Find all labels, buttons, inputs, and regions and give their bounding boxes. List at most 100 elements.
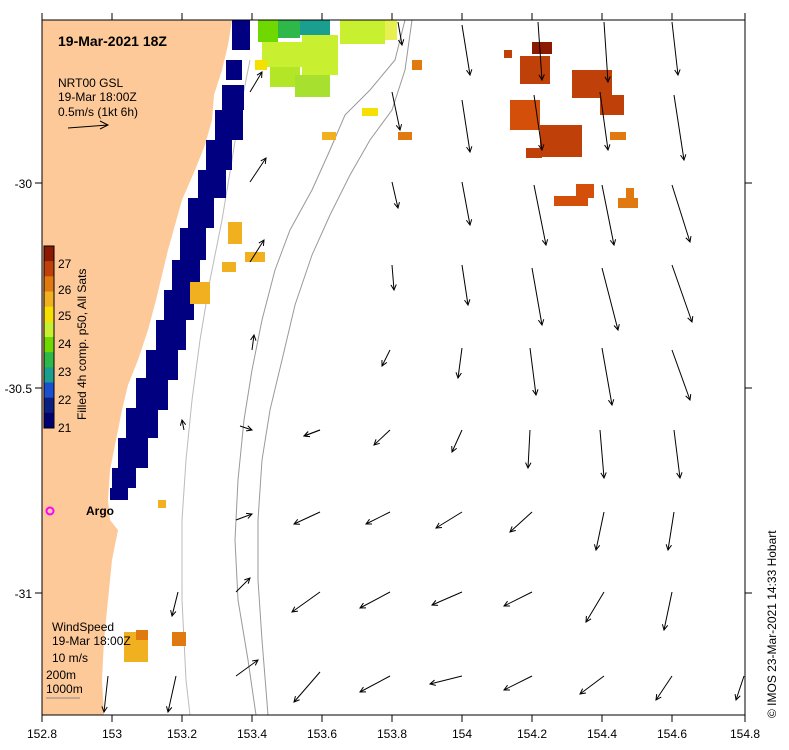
current-arrow xyxy=(503,675,533,691)
bathymetry-200m xyxy=(234,19,406,716)
current-arrow xyxy=(249,157,267,183)
current-arrow-head xyxy=(373,439,380,446)
colorbar-segment xyxy=(44,352,54,368)
colorbar-segment xyxy=(44,291,54,308)
wind-legend-time: 19-Mar 18:00Z xyxy=(52,634,131,648)
colorbar-tick-22: 22 xyxy=(58,393,72,407)
current-arrow-head xyxy=(525,462,532,470)
current-arrow xyxy=(181,419,185,431)
current-arrow xyxy=(293,671,321,703)
x-tick-label: 153.8 xyxy=(377,727,407,741)
colorbar-segment xyxy=(44,397,54,414)
current-arrow-head xyxy=(466,69,473,77)
x-tick-label: 153.6 xyxy=(307,727,337,741)
sst-mid-cells xyxy=(255,20,397,97)
current-arrow xyxy=(461,264,469,306)
current-arrow xyxy=(249,71,263,93)
colorbar-tick-24: 24 xyxy=(58,337,72,351)
current-arrow xyxy=(167,675,177,713)
sst-cold-cells xyxy=(110,20,250,500)
current-arrow-head xyxy=(430,600,439,606)
current-arrow-head xyxy=(609,239,617,247)
colorbar-tick-27: 27 xyxy=(58,257,72,271)
wind-legend-speed: 10 m/s xyxy=(52,651,88,665)
current-arrow xyxy=(461,24,471,76)
current-arrow-head xyxy=(680,154,687,162)
current-arrow xyxy=(391,264,395,291)
imos-credit: © IMOS 23-Mar-2021 14:33 Hobart xyxy=(765,530,779,718)
wind-legend-200m: 200m xyxy=(46,668,76,682)
colorbar-segment xyxy=(44,261,54,277)
current-arrow xyxy=(601,184,615,246)
current-arrow-head xyxy=(687,315,694,324)
x-tick-label: 154.4 xyxy=(587,727,617,741)
y-axis-labels: -30 -30.5 -31 xyxy=(5,177,33,601)
colorbar-tick-26: 26 xyxy=(58,283,72,297)
x-tick-label: 153.4 xyxy=(237,727,267,741)
colorbar-segment xyxy=(44,276,54,292)
current-arrow xyxy=(303,429,321,437)
current-arrow-head xyxy=(607,399,615,407)
current-arrow-head xyxy=(538,144,545,152)
argo-float-marker[interactable] xyxy=(45,506,55,516)
current-arrow-head xyxy=(256,71,263,79)
current-arrow-head xyxy=(685,393,692,402)
current-arrow-head xyxy=(509,526,516,533)
current-arrow xyxy=(671,184,691,243)
current-arrow xyxy=(429,675,463,685)
current-arrow xyxy=(595,511,605,551)
current-arrow xyxy=(171,591,179,617)
current-arrow-head xyxy=(258,239,265,247)
current-arrow xyxy=(527,429,531,469)
current-arrow-head xyxy=(244,577,251,584)
current-arrow-head xyxy=(585,615,592,623)
current-arrow xyxy=(103,675,109,713)
current-arrow xyxy=(603,21,609,83)
current-arrow xyxy=(381,349,391,367)
current-arrow-head xyxy=(170,610,177,618)
current-arrow xyxy=(397,21,403,46)
current-arrow-head xyxy=(245,512,254,519)
current-arrow-head xyxy=(302,431,311,438)
current-arrow xyxy=(601,267,619,331)
land-mass xyxy=(42,20,232,715)
current-legend-scale: 0.5m/s (1kt 6h) xyxy=(58,105,138,119)
current-arrow xyxy=(451,429,463,453)
current-arrow-head xyxy=(245,425,254,432)
current-arrow-head xyxy=(435,522,443,529)
colorbar: 27 26 25 24 23 22 21 Filled 4h comp. p50… xyxy=(43,245,89,435)
current-arrow-head xyxy=(465,219,473,227)
current-arrow xyxy=(457,347,463,379)
current-arrow-head xyxy=(674,69,681,77)
current-arrow-head xyxy=(665,544,672,552)
colorbar-segment xyxy=(44,246,54,262)
current-arrow-head xyxy=(676,472,683,480)
current-arrow-head xyxy=(503,684,511,691)
x-tick-label: 152.8 xyxy=(27,727,57,741)
axis-ticks xyxy=(35,13,752,722)
current-arrow-head xyxy=(734,693,741,702)
x-tick-label: 154.8 xyxy=(730,727,760,741)
current-arrow-head xyxy=(293,518,301,525)
colorbar-segment xyxy=(44,367,54,383)
current-arrow xyxy=(251,334,255,351)
colorbar-tick-25: 25 xyxy=(58,309,72,323)
y-tick-label: -30 xyxy=(15,177,33,191)
x-tick-label: 153 xyxy=(102,727,122,741)
current-arrow xyxy=(431,591,463,606)
current-arrow-head xyxy=(604,76,611,84)
colorbar-tick-23: 23 xyxy=(58,365,72,379)
current-legend-source: NRT00 GSL xyxy=(58,76,123,90)
colorbar-tick-21: 21 xyxy=(58,421,72,435)
current-arrow-head xyxy=(655,693,662,701)
current-arrow xyxy=(235,659,259,677)
x-tick-label: 154 xyxy=(452,727,472,741)
current-arrow xyxy=(533,184,547,246)
map-title: 19-Mar-2021 18Z xyxy=(58,33,167,49)
current-arrow-head xyxy=(390,284,397,292)
current-arrow xyxy=(531,267,543,326)
current-arrow-head xyxy=(166,706,173,714)
current-arrow xyxy=(599,91,609,151)
current-arrow-head xyxy=(398,39,405,47)
sst-warm-cells xyxy=(124,42,638,662)
